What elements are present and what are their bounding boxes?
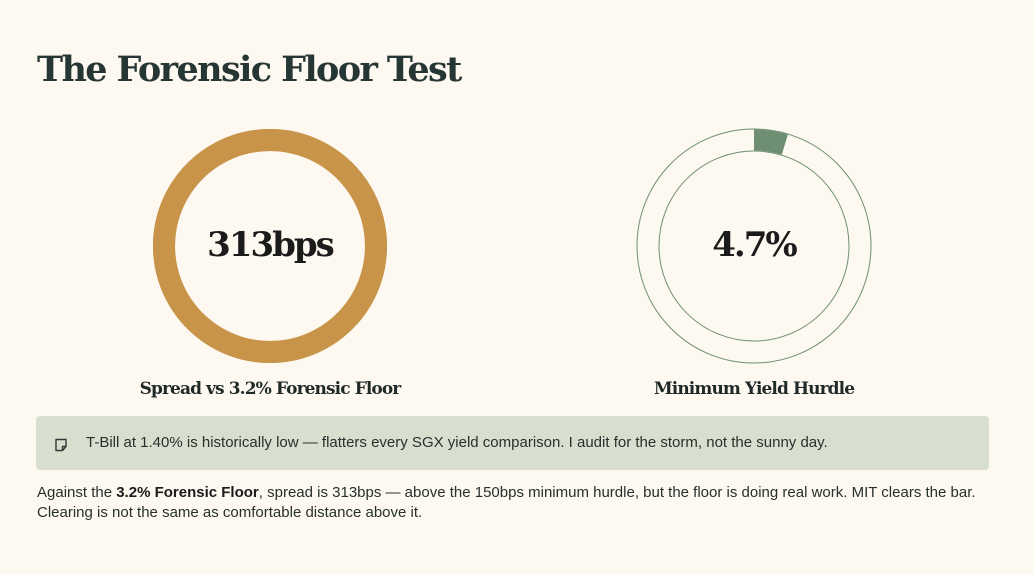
spread-gauge-ring [153,129,387,363]
hurdle-inner-outline [658,150,850,342]
yield-hurdle-label: Minimum Yield Hurdle [653,379,855,399]
summary-emphasis: 3.2% Forensic Floor [116,484,259,501]
spread-gauge-label: Spread vs 3.2% Forensic Floor [139,379,402,399]
page-title: The Forensic Floor Test [37,49,462,90]
spread-ring-fill [153,129,387,363]
tbill-callout: T-Bill at 1.40% is historically low — fl… [36,416,989,470]
callout-text: T-Bill at 1.40% is historically low — fl… [86,434,828,451]
summary-paragraph: Against the 3.2% Forensic Floor, spread … [37,483,997,523]
yield-hurdle-gauge-ring [636,128,872,364]
spread-gauge: 313bps Spread vs 3.2% Forensic Floor [120,128,420,410]
yield-hurdle-gauge: 4.7% Minimum Yield Hurdle [604,128,904,410]
note-icon [55,438,67,452]
summary-suffix: , spread is 313bps — above the 150bps mi… [37,484,976,521]
summary-prefix: Against the [37,484,117,501]
yield-hurdle-value: 4.7% [712,225,797,265]
hurdle-ring-fill [753,129,788,155]
hurdle-outer-outline [636,128,872,364]
spread-gauge-value: 313bps [207,225,335,265]
